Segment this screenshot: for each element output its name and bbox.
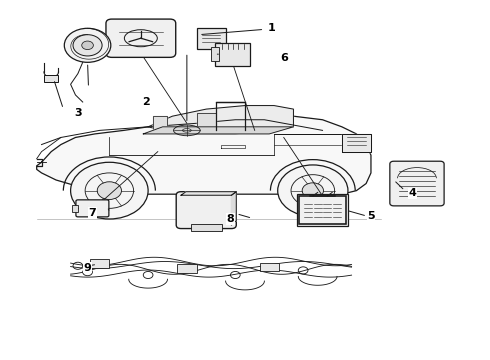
FancyBboxPatch shape (260, 262, 279, 271)
Polygon shape (196, 113, 216, 130)
Polygon shape (148, 105, 294, 134)
Text: 2: 2 (142, 97, 149, 107)
FancyBboxPatch shape (76, 200, 109, 217)
Ellipse shape (71, 162, 148, 219)
FancyBboxPatch shape (390, 161, 444, 206)
Text: 3: 3 (74, 108, 82, 118)
Text: 5: 5 (367, 211, 375, 221)
Polygon shape (37, 116, 371, 194)
Circle shape (73, 35, 102, 56)
FancyBboxPatch shape (45, 75, 58, 82)
FancyBboxPatch shape (216, 43, 250, 66)
Polygon shape (153, 116, 168, 130)
FancyBboxPatch shape (90, 259, 109, 267)
Polygon shape (342, 134, 371, 152)
Text: 8: 8 (226, 214, 234, 224)
Ellipse shape (278, 165, 348, 216)
FancyBboxPatch shape (196, 28, 225, 49)
FancyBboxPatch shape (177, 264, 196, 273)
Text: 4: 4 (408, 189, 416, 198)
FancyBboxPatch shape (72, 205, 78, 212)
Circle shape (64, 28, 111, 62)
Text: 7: 7 (89, 208, 96, 218)
Polygon shape (181, 192, 236, 195)
Polygon shape (231, 192, 236, 225)
Text: 1: 1 (268, 23, 275, 33)
FancyBboxPatch shape (106, 19, 176, 57)
FancyBboxPatch shape (191, 224, 222, 231)
FancyBboxPatch shape (211, 47, 220, 61)
Circle shape (82, 41, 94, 50)
Text: 6: 6 (280, 53, 288, 63)
FancyBboxPatch shape (297, 194, 348, 226)
Circle shape (302, 183, 323, 198)
Text: 9: 9 (84, 263, 92, 273)
Circle shape (97, 182, 122, 199)
Polygon shape (143, 127, 294, 134)
FancyBboxPatch shape (176, 192, 236, 229)
